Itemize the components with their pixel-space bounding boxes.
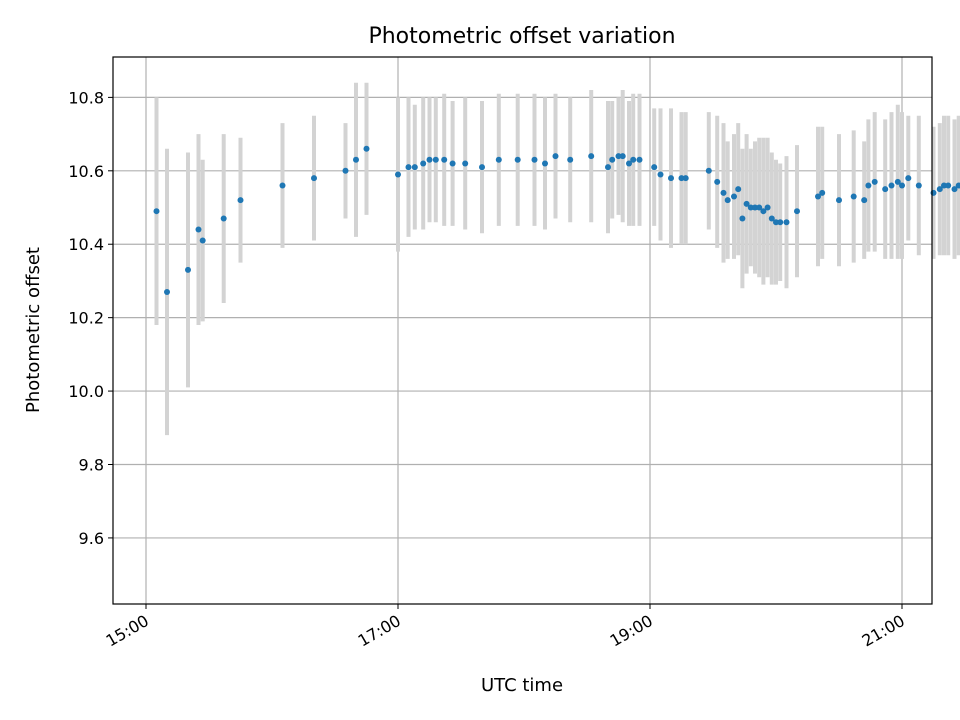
data-point: [426, 156, 433, 163]
data-point: [353, 156, 359, 163]
data-point: [768, 215, 775, 222]
y-tick-label: 10.0: [68, 382, 104, 401]
data-point: [865, 182, 872, 189]
data-point: [871, 178, 878, 185]
data-point: [836, 197, 842, 204]
data-point: [668, 175, 674, 182]
data-point: [752, 204, 758, 211]
data-point: [441, 156, 448, 163]
data-point: [311, 175, 317, 182]
data-point: [185, 266, 191, 273]
data-point: [531, 156, 538, 163]
data-point: [794, 208, 800, 215]
data-point: [619, 153, 626, 160]
data-point: [605, 164, 611, 171]
data-point: [945, 182, 952, 189]
data-point: [552, 153, 559, 160]
data-point: [941, 182, 947, 189]
data-point: [724, 197, 731, 204]
data-point: [514, 156, 521, 163]
data-point: [731, 193, 737, 200]
x-tick-label: 19:00: [607, 611, 656, 651]
chart-title: Photometric offset variation: [368, 24, 675, 49]
y-tick-label: 10.6: [68, 162, 104, 181]
data-point: [739, 215, 746, 222]
point-layer: [153, 145, 960, 295]
data-point: [714, 178, 721, 185]
data-point: [220, 215, 227, 222]
data-point: [479, 164, 485, 171]
data-point: [153, 208, 160, 215]
data-point: [495, 156, 502, 163]
data-point: [899, 182, 905, 189]
errorbar-layer: [154, 82, 960, 436]
data-point: [395, 171, 401, 178]
data-point: [237, 197, 244, 204]
data-point: [705, 167, 712, 174]
data-point: [542, 160, 548, 167]
y-tick-label: 10.8: [68, 88, 104, 107]
plot-frame: [112, 56, 933, 605]
data-point: [764, 204, 771, 211]
data-point: [411, 164, 418, 171]
data-point: [915, 182, 922, 189]
data-point: [720, 189, 727, 196]
data-point: [626, 160, 632, 167]
data-point: [936, 186, 943, 193]
data-point: [279, 182, 286, 189]
data-point: [609, 156, 616, 163]
data-point: [682, 175, 689, 182]
data-point: [783, 219, 790, 226]
data-point: [678, 175, 685, 182]
data-point: [363, 145, 370, 152]
data-point: [888, 182, 895, 189]
data-point: [777, 219, 784, 226]
data-point: [760, 208, 767, 215]
x-tick-label: 21:00: [859, 611, 908, 651]
y-tick-label: 10.2: [68, 309, 104, 328]
data-point: [955, 182, 960, 189]
data-point: [894, 178, 901, 185]
data-point: [615, 153, 622, 160]
data-point: [756, 204, 763, 211]
data-point: [588, 153, 595, 160]
data-point: [199, 237, 206, 244]
data-point: [735, 186, 742, 193]
data-point: [449, 160, 456, 167]
data-point: [882, 186, 889, 193]
y-tick-label: 9.6: [79, 529, 104, 548]
y-tick-label: 9.8: [79, 455, 104, 474]
data-point: [743, 200, 750, 207]
data-point: [773, 219, 779, 226]
data-point: [815, 193, 821, 200]
data-point: [405, 164, 412, 171]
data-point: [850, 193, 857, 200]
data-point: [432, 156, 439, 163]
data-point: [747, 204, 754, 211]
x-tick-label: 17:00: [355, 611, 404, 651]
data-point: [657, 171, 664, 178]
x-tick-label: 15:00: [103, 611, 152, 651]
data-point: [651, 164, 658, 171]
data-point: [420, 160, 427, 167]
data-point: [630, 156, 637, 163]
data-point: [905, 175, 912, 182]
data-point: [951, 186, 958, 193]
y-axis-label: Photometric offset: [23, 247, 44, 413]
data-point: [462, 160, 469, 167]
data-point: [819, 189, 826, 196]
x-axis-label: UTC time: [481, 675, 563, 696]
data-point: [636, 156, 643, 163]
data-point: [567, 156, 574, 163]
y-tick-label: 10.4: [68, 235, 104, 254]
data-point: [195, 226, 202, 233]
data-point: [342, 167, 349, 174]
data-point: [861, 197, 868, 204]
data-point: [164, 288, 170, 295]
